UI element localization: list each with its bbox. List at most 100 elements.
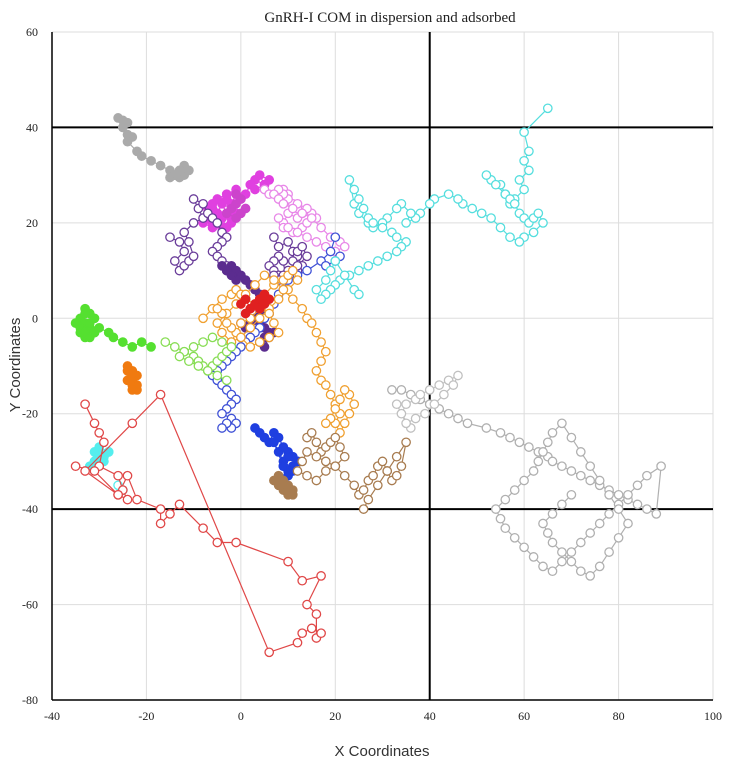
data-point [311, 475, 322, 486]
data-point [132, 494, 142, 505]
data-point [273, 241, 284, 252]
data-point [632, 499, 643, 510]
data-point [122, 470, 133, 481]
data-point [566, 432, 577, 443]
data-point [306, 318, 317, 328]
data-point [401, 437, 411, 448]
data-point [368, 218, 378, 228]
data-point [122, 136, 133, 147]
data-point [604, 489, 614, 500]
data-point [198, 337, 208, 347]
data-point [198, 523, 208, 534]
series-15 [160, 332, 237, 386]
data-point [269, 275, 279, 285]
data-point [283, 556, 293, 567]
data-point [136, 337, 147, 347]
series-13 [122, 361, 142, 395]
data-point [372, 256, 383, 266]
data-point [524, 442, 534, 452]
data-point [354, 265, 364, 276]
data-point [339, 241, 350, 252]
y-tick-label: -20 [22, 407, 38, 421]
data-point [500, 494, 511, 505]
data-point [188, 218, 199, 228]
data-point [547, 427, 558, 438]
data-point [632, 480, 643, 491]
data-point [330, 404, 341, 414]
x-tick-label: 20 [329, 709, 341, 723]
data-point [566, 466, 577, 476]
data-point [89, 418, 100, 429]
data-point [169, 256, 180, 266]
data-point [519, 127, 529, 138]
data-point [292, 637, 303, 648]
data-point [585, 461, 596, 472]
data-point [108, 332, 119, 343]
data-point [99, 437, 109, 448]
data-point [320, 275, 331, 285]
data-point [391, 451, 402, 462]
data-point [613, 504, 624, 514]
data-point [467, 203, 478, 214]
series-2 [221, 189, 251, 223]
data-point [490, 179, 501, 190]
data-point [566, 547, 577, 557]
data-point [368, 470, 378, 481]
series-line [391, 389, 662, 577]
data-point [495, 427, 506, 438]
data-point [405, 208, 416, 219]
data-point [448, 380, 459, 390]
data-point [401, 218, 411, 228]
data-point [113, 470, 123, 481]
x-axis-title: X Coordinates [334, 743, 429, 760]
data-point [443, 189, 454, 200]
data-point [358, 203, 369, 214]
y-tick-label: -60 [22, 598, 38, 612]
chart-title: GnRH-I COM in dispersion and adsorbed [264, 10, 516, 26]
data-point [297, 303, 308, 314]
data-point [538, 218, 548, 228]
series-12 [236, 289, 275, 319]
data-point [320, 466, 331, 476]
data-point [519, 542, 529, 553]
data-point [264, 647, 275, 658]
data-point [651, 509, 662, 519]
data-point [354, 194, 364, 204]
y-tick-label: -80 [22, 693, 38, 707]
data-point [396, 461, 407, 472]
data-point [287, 203, 298, 214]
data-point [292, 275, 303, 285]
data-point [575, 566, 586, 577]
series-line [396, 374, 460, 429]
data-point [302, 265, 312, 276]
data-point [273, 447, 284, 457]
data-point [613, 489, 624, 500]
data-point [330, 461, 341, 472]
data-point [547, 509, 558, 519]
data-point [217, 423, 227, 433]
data-point [557, 499, 567, 510]
series-23 [391, 370, 463, 433]
data-point [212, 303, 223, 314]
data-point [311, 237, 322, 247]
data-point [264, 308, 275, 319]
data-point [311, 327, 322, 338]
data-point [188, 194, 199, 204]
data-point [122, 494, 133, 505]
data-point [165, 232, 175, 243]
data-point [273, 213, 284, 223]
data-point [165, 509, 175, 519]
data-point [179, 227, 190, 238]
x-tick-label: 100 [704, 709, 722, 723]
data-point [179, 246, 190, 257]
data-point [311, 365, 322, 376]
data-point [320, 380, 331, 390]
data-point [127, 342, 138, 352]
data-point [273, 327, 284, 338]
data-point [420, 408, 430, 419]
data-point [94, 427, 105, 438]
data-point [278, 284, 289, 295]
x-tick-label: 60 [518, 709, 530, 723]
data-point [349, 399, 360, 410]
data-point [273, 470, 284, 481]
